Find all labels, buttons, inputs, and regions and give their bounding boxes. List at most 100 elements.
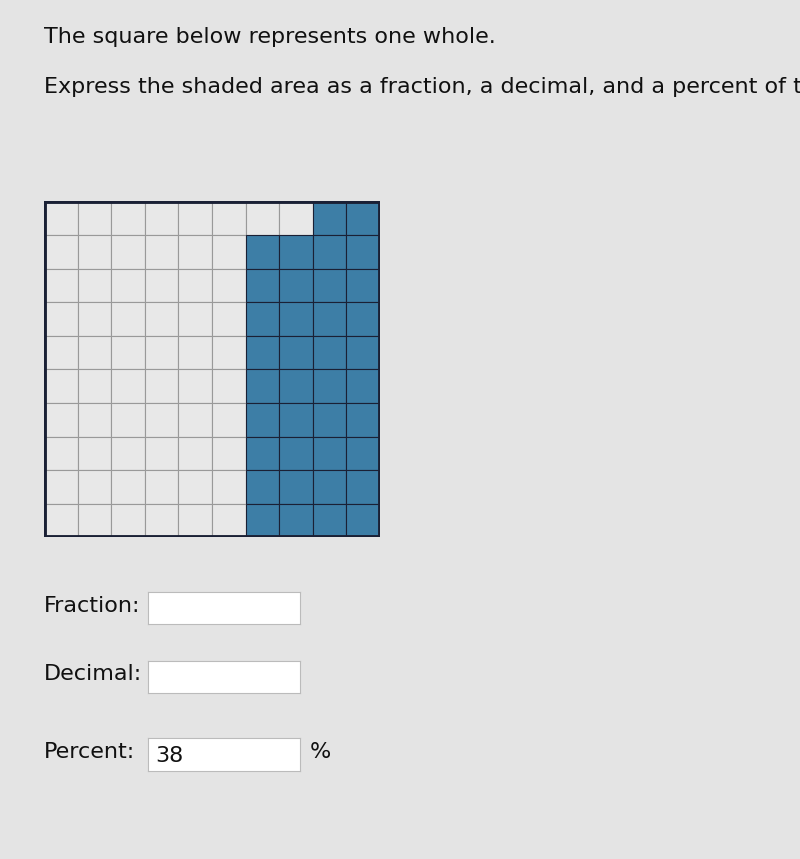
Bar [178, 302, 212, 336]
Bar [212, 436, 246, 470]
Bar [111, 302, 145, 336]
Bar [44, 302, 78, 336]
Bar [178, 336, 212, 369]
Bar [212, 235, 246, 269]
Bar [212, 336, 246, 369]
Bar [212, 369, 246, 403]
Bar [346, 369, 380, 403]
Text: 38: 38 [155, 746, 184, 766]
Bar [279, 201, 313, 235]
Bar [111, 336, 145, 369]
Bar [145, 336, 178, 369]
Bar [178, 403, 212, 436]
Bar [111, 470, 145, 503]
Bar [346, 470, 380, 503]
Text: Express the shaded area as a fraction, a decimal, and a percent of th: Express the shaded area as a fraction, a… [44, 77, 800, 97]
Bar [246, 336, 279, 369]
Bar [313, 302, 346, 336]
Bar [279, 235, 313, 269]
Bar [279, 470, 313, 503]
Bar [313, 269, 346, 302]
Bar [346, 302, 380, 336]
Bar [313, 503, 346, 538]
Bar [178, 470, 212, 503]
Bar [279, 503, 313, 538]
Bar [178, 503, 212, 538]
Bar [212, 302, 246, 336]
Bar [78, 369, 111, 403]
Bar [145, 403, 178, 436]
Text: Fraction:: Fraction: [44, 595, 141, 616]
Bar [346, 269, 380, 302]
Bar [111, 503, 145, 538]
Bar [78, 336, 111, 369]
Bar [313, 369, 346, 403]
Bar [145, 503, 178, 538]
Bar [178, 235, 212, 269]
Bar [178, 436, 212, 470]
Bar [246, 235, 279, 269]
Bar [44, 403, 78, 436]
Bar [279, 269, 313, 302]
Bar [313, 235, 346, 269]
Bar [44, 470, 78, 503]
Bar [78, 269, 111, 302]
Bar [279, 436, 313, 470]
Bar [78, 436, 111, 470]
Bar [111, 436, 145, 470]
Bar [212, 470, 246, 503]
Text: %: % [310, 741, 331, 762]
Bar [178, 269, 212, 302]
Bar [279, 336, 313, 369]
Bar [246, 269, 279, 302]
Bar [111, 235, 145, 269]
Bar [212, 269, 246, 302]
Bar [346, 235, 380, 269]
Bar [145, 201, 178, 235]
Bar [44, 503, 78, 538]
Bar [111, 269, 145, 302]
Bar [78, 503, 111, 538]
Bar [111, 369, 145, 403]
Bar [279, 302, 313, 336]
Bar [279, 369, 313, 403]
Bar [313, 336, 346, 369]
Text: Percent:: Percent: [44, 741, 135, 762]
Bar [44, 336, 78, 369]
Bar [111, 201, 145, 235]
Bar [246, 302, 279, 336]
Bar [246, 403, 279, 436]
Bar [313, 201, 346, 235]
Bar [44, 201, 78, 235]
Bar [246, 369, 279, 403]
Bar [44, 436, 78, 470]
Bar [145, 269, 178, 302]
Bar [313, 470, 346, 503]
Bar [78, 235, 111, 269]
Bar [246, 470, 279, 503]
Bar [145, 302, 178, 336]
Bar [346, 336, 380, 369]
Bar [346, 436, 380, 470]
Bar [246, 436, 279, 470]
Bar [44, 269, 78, 302]
Bar [145, 436, 178, 470]
Bar [346, 201, 380, 235]
Bar [212, 403, 246, 436]
Bar [346, 503, 380, 538]
Bar [145, 470, 178, 503]
Bar [212, 201, 246, 235]
Bar [44, 369, 78, 403]
Bar [346, 403, 380, 436]
Bar [246, 503, 279, 538]
Bar [145, 369, 178, 403]
Text: The square below represents one whole.: The square below represents one whole. [44, 27, 496, 47]
Bar [212, 503, 246, 538]
Bar [111, 403, 145, 436]
Bar [44, 235, 78, 269]
Text: Decimal:: Decimal: [44, 664, 142, 685]
Bar [78, 201, 111, 235]
Bar [145, 235, 178, 269]
Bar [313, 436, 346, 470]
Bar [78, 302, 111, 336]
